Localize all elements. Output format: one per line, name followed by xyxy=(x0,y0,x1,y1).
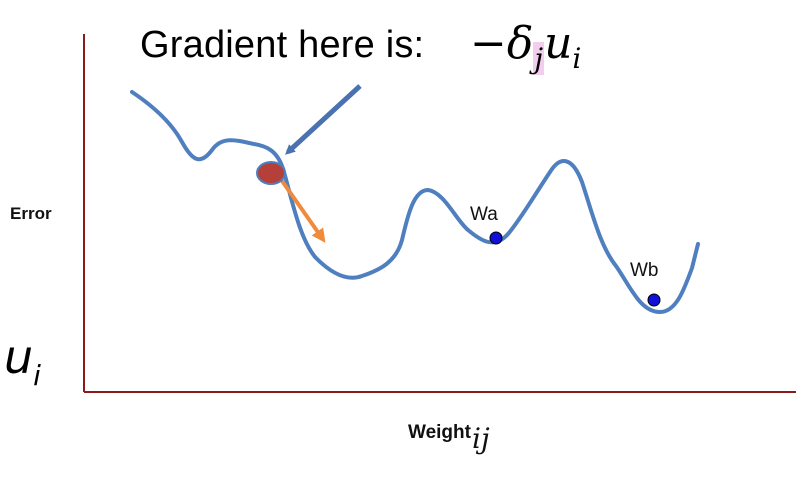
heading-text: Gradient here is: xyxy=(140,24,425,66)
error-curve xyxy=(130,90,700,314)
formula-delta: δ xyxy=(506,18,534,69)
x-axis-label-main: Weight xyxy=(408,422,471,443)
point-wb-label: Wb xyxy=(630,260,659,281)
formula-sign: − xyxy=(470,18,507,69)
side-symbol-main: u xyxy=(4,330,34,384)
descent-direction-arrow xyxy=(278,176,326,243)
side-symbol-sub: i xyxy=(33,359,41,392)
y-axis-label: Error xyxy=(10,204,52,223)
gradient-pointer-arrow xyxy=(285,84,362,155)
side-symbol: ui xyxy=(4,330,41,392)
formula-u: u xyxy=(544,18,573,69)
point-wa-marker xyxy=(489,231,503,245)
gradient-formula: −δjui xyxy=(470,18,581,75)
point-wa-label: Wa xyxy=(470,204,498,225)
point-wb-marker xyxy=(647,293,661,307)
x-axis-label: Weightij xyxy=(408,412,490,455)
formula-delta-sub: j xyxy=(533,42,545,75)
formula-u-sub: i xyxy=(572,42,582,75)
x-axis-label-sub: ij xyxy=(471,422,490,455)
current-point-marker xyxy=(256,161,286,185)
